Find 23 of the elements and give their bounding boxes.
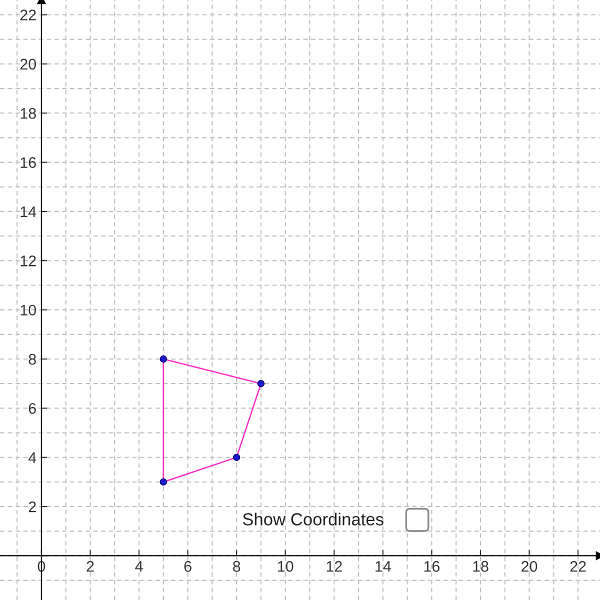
y-tick-label: 20 <box>20 58 36 70</box>
x-tick-label: 18 <box>473 561 488 572</box>
y-tick-label: 18 <box>20 108 36 119</box>
y-tick-label: 16 <box>20 157 36 168</box>
x-tick-label: 4 <box>135 561 143 572</box>
y-tick-label: 22 <box>20 10 36 20</box>
y-tick-label: 14 <box>20 206 36 218</box>
x-tick-label: 6 <box>184 561 192 572</box>
x-tick-label: 20 <box>522 561 538 572</box>
y-tick-label: 2 <box>28 501 36 512</box>
x-tick-label: 12 <box>326 561 342 572</box>
x-tick-label: 14 <box>376 561 391 572</box>
x-tick-label: 10 <box>278 561 294 572</box>
y-tick-label: 10 <box>20 304 36 316</box>
x-tick-label: 2 <box>86 561 94 572</box>
x-tick-label: 22 <box>570 561 586 572</box>
x-tick-label: 8 <box>233 561 240 572</box>
y-tick-label: 12 <box>20 256 36 266</box>
annotation: Show Coordinates <box>242 512 384 526</box>
y-tick-label: 4 <box>28 452 36 463</box>
x-tick-label: 16 <box>424 561 440 572</box>
y-tick-label: 6 <box>28 403 36 414</box>
y-tick-label: 8 <box>28 354 36 365</box>
